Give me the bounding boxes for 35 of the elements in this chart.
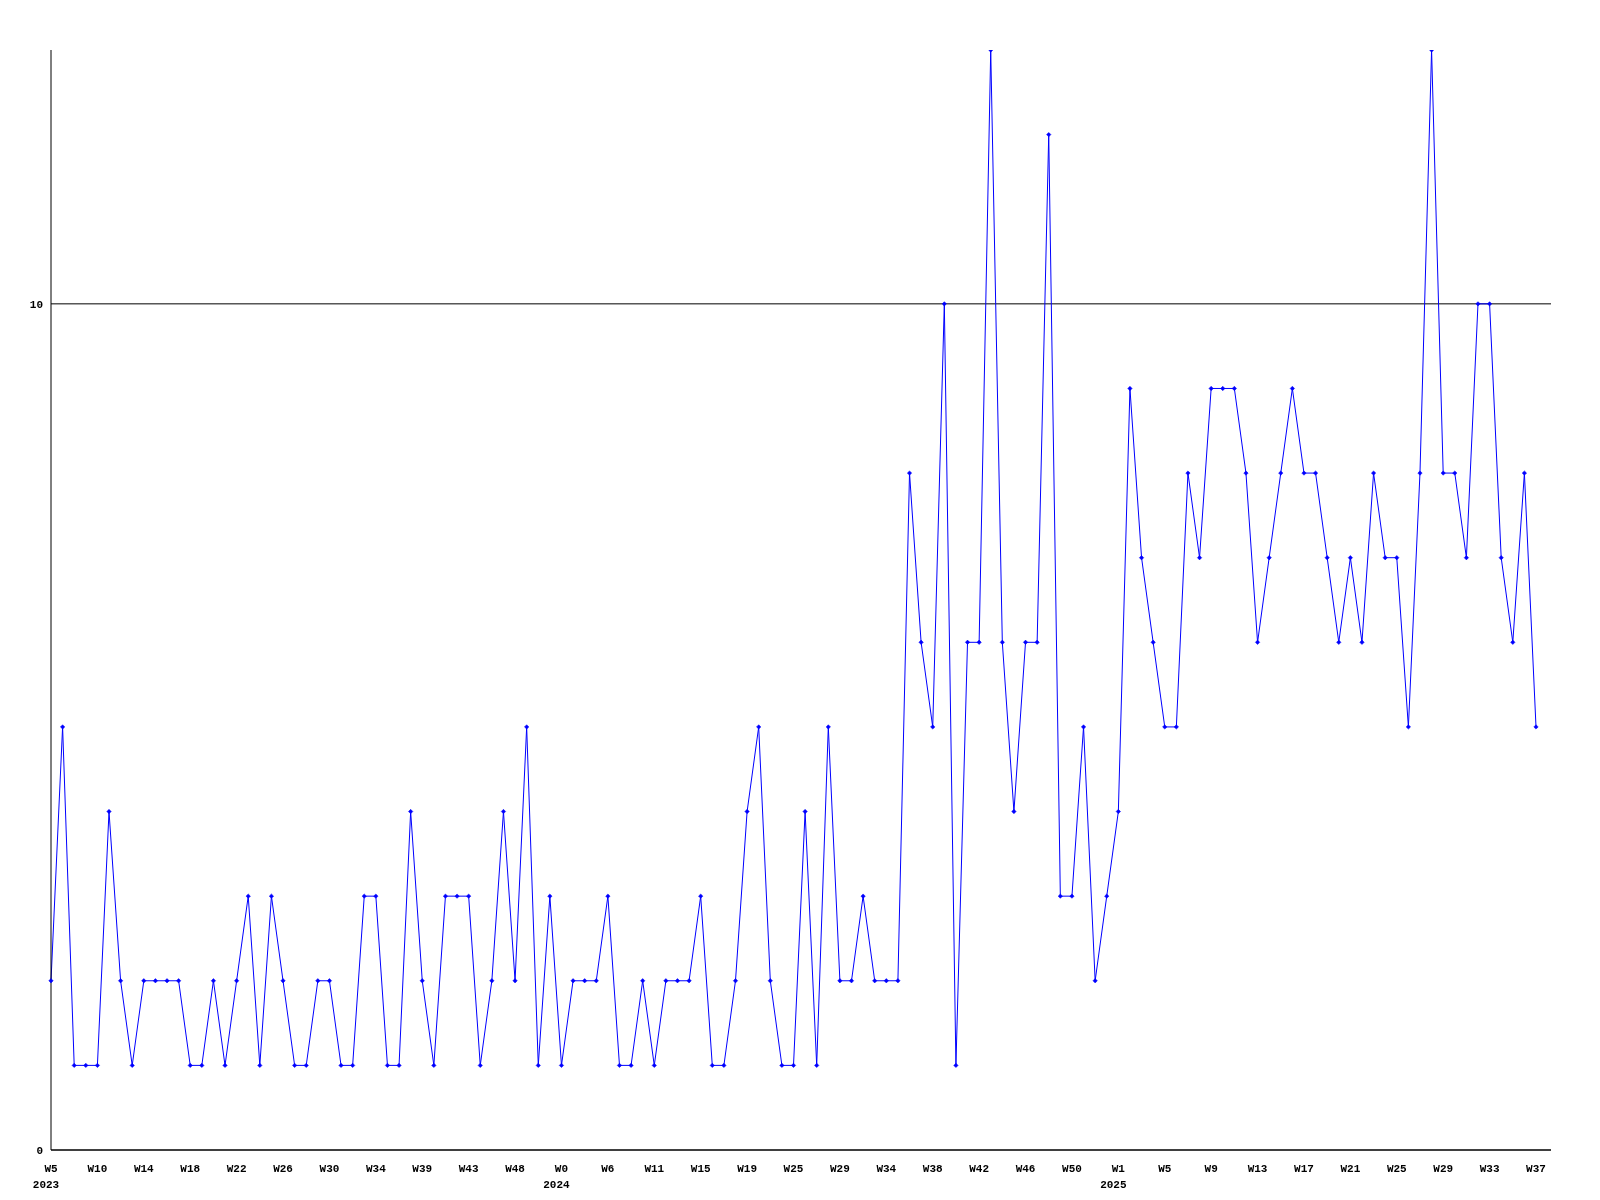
x-tick-label: W13 bbox=[1247, 1163, 1268, 1175]
y-tick-label: 10 bbox=[29, 298, 43, 311]
x-tick-label: W29 bbox=[830, 1163, 850, 1175]
x-tick-label: W50 bbox=[1062, 1163, 1082, 1175]
x-tick-label: W34 bbox=[876, 1163, 897, 1175]
x-tick-label: W43 bbox=[458, 1163, 479, 1175]
x-tick-label: W25 bbox=[783, 1163, 804, 1175]
x-tick-label: W21 bbox=[1340, 1163, 1361, 1175]
x-tick-label: W14 bbox=[133, 1163, 155, 1175]
x-tick-label: W29 bbox=[1433, 1163, 1454, 1175]
x-tick-label: W17 bbox=[1294, 1163, 1314, 1175]
x-tick-label: W39 bbox=[412, 1163, 433, 1175]
x-tick-label: W25 bbox=[1386, 1163, 1408, 1175]
x-tick-label: W30 bbox=[319, 1163, 340, 1175]
x-tick-label: W11 bbox=[644, 1163, 665, 1175]
x-tick-label: W0 2024 bbox=[543, 1163, 571, 1191]
x-tick-label: W34 bbox=[365, 1163, 387, 1175]
y-tick-label: 0 bbox=[36, 1144, 43, 1157]
x-tick-label: W6 bbox=[601, 1163, 615, 1175]
x-tick-label: W22 bbox=[226, 1163, 247, 1175]
x-tick-label: W5 2023 bbox=[32, 1163, 60, 1191]
x-tick-label: W19 bbox=[737, 1163, 757, 1175]
x-tick-label: W1 2025 bbox=[1100, 1163, 1127, 1191]
x-tick-label: W33 bbox=[1479, 1163, 1500, 1175]
x-tick-label: W46 bbox=[1015, 1163, 1036, 1175]
x-tick-label: W15 bbox=[690, 1163, 711, 1175]
x-tick-label: W42 bbox=[969, 1163, 990, 1175]
x-tick-label: W26 bbox=[273, 1163, 293, 1175]
x-tick-label: W5 bbox=[1158, 1163, 1172, 1175]
x-tick-label: W38 bbox=[922, 1163, 944, 1175]
x-tick-label: W18 bbox=[180, 1163, 201, 1175]
x-tick-label: W48 bbox=[505, 1163, 526, 1175]
x-tick-label: W10 bbox=[87, 1163, 108, 1175]
x-tick-label: W37 bbox=[1526, 1163, 1546, 1175]
x-tick-label: W9 bbox=[1204, 1163, 1218, 1175]
